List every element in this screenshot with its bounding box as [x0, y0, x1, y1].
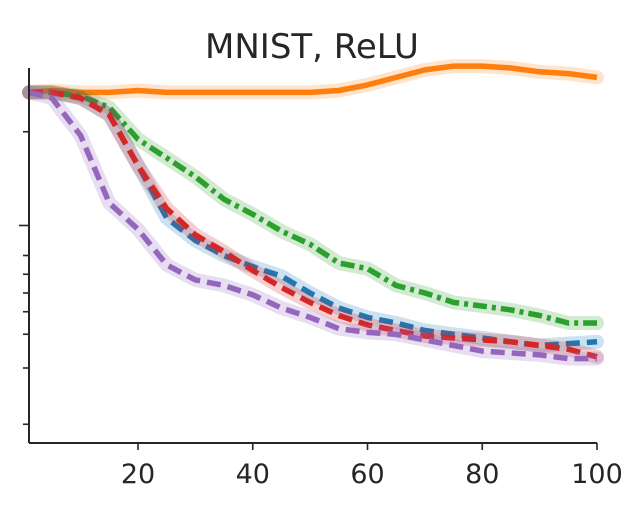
series-line-3: [29, 89, 598, 360]
chart-title: MNIST, ReLU: [205, 27, 419, 67]
x-tick-label: 100: [571, 459, 623, 490]
plot-area: [22, 59, 604, 366]
x-tick-label: 80: [465, 459, 499, 490]
series-line-1: [29, 89, 597, 326]
x-tick-label: 60: [350, 459, 384, 490]
axes: 20 40 60 80 100: [19, 68, 623, 490]
x-tick-label: 20: [121, 459, 155, 490]
x-tick-label: 40: [236, 459, 270, 490]
series-line-0: [28, 63, 598, 96]
series-line-4: [28, 89, 597, 362]
series-line-2: [29, 89, 598, 349]
